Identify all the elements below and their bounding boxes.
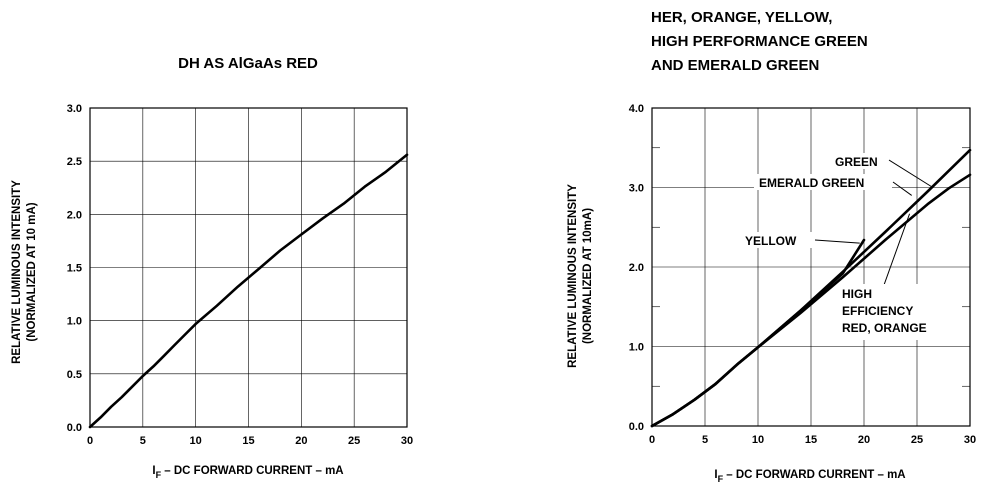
chart-left-grid: [89, 107, 408, 428]
annotation-leader: [888, 159, 934, 188]
x-tick-label: 15: [242, 435, 254, 447]
annotation-bg-emerald: [754, 174, 892, 190]
annotation-bg-yellow: [740, 232, 814, 248]
annotation-bg-her: [838, 284, 954, 340]
chart-right-tick-labels: 0 5 10 15 20 25 30 0.0 1.0 2.0 3.0 4.0: [629, 103, 976, 446]
chart-left-xlabel: IF – DC FORWARD CURRENT – mA: [152, 465, 343, 480]
chart-left-ylabel-line2: (NORMALIZED AT 10 mA): [26, 202, 38, 341]
chart-right-title-line3: AND EMERALD GREEN: [651, 57, 819, 74]
x-tick-label: 10: [190, 435, 202, 447]
x-tick-label: 0: [87, 435, 93, 447]
chart-right: HER, ORANGE, YELLOW, HIGH PERFORMANCE GR…: [567, 9, 976, 484]
chart-right-xlabel: IF – DC FORWARD CURRENT – mA: [714, 469, 905, 484]
chart-left: DH AS AlGaAs RED 0 5 10 15 20 25 30 0.0 0.5 1.0 1.…: [11, 55, 413, 480]
y-tick-label: 1.0: [67, 316, 82, 328]
series-line: [650, 238, 866, 428]
chart-right-ylabel-line2: (NORMALIZED AT 10mA): [582, 208, 594, 344]
y-tick-label: 1.0: [629, 342, 644, 354]
y-tick-label: 2.0: [629, 262, 644, 274]
annotation-her-line1: HIGH: [842, 287, 872, 301]
x-tick-label: 25: [348, 435, 360, 447]
annotation-leader: [883, 213, 911, 286]
chart-right-xlabel-sub: F: [718, 474, 724, 484]
x-tick-label: 25: [911, 434, 923, 446]
plot-frame: [89, 107, 408, 428]
y-tick-label: 4.0: [629, 103, 644, 115]
chart-left-xlabel-rest: – DC FORWARD CURRENT – mA: [161, 465, 344, 477]
chart-left-tick-labels: 0 5 10 15 20 25 30 0.0 0.5 1.0 1.5 2.0 2.5 3.0: [67, 103, 413, 447]
chart-right-xlabel-i: I: [714, 469, 717, 481]
chart-left-xlabel-sub: F: [156, 470, 162, 480]
y-tick-label: 3.0: [67, 103, 82, 115]
series-line: [88, 153, 409, 429]
annotation-yellow: YELLOW: [745, 234, 797, 248]
annotation-emerald-green: EMERALD GREEN: [759, 176, 864, 190]
annotation-leader: [814, 239, 860, 244]
y-tick-label: 0.5: [67, 369, 82, 381]
x-tick-label: 20: [295, 435, 307, 447]
chart-right-ylabel-line1: RELATIVE LUMINOUS INTENSITY: [567, 184, 579, 368]
x-tick-label: 5: [702, 434, 708, 446]
chart-right-title-line1: HER, ORANGE, YELLOW,: [651, 9, 832, 26]
y-tick-label: 2.0: [67, 209, 82, 221]
x-tick-label: 20: [858, 434, 870, 446]
x-tick-label: 30: [964, 434, 976, 446]
x-tick-label: 10: [752, 434, 764, 446]
chart-left-title: DH AS AlGaAs RED: [178, 55, 318, 72]
x-tick-label: 5: [140, 435, 146, 447]
chart-right-annotation-leaders: [814, 159, 934, 286]
y-tick-label: 3.0: [629, 183, 644, 195]
x-tick-label: 0: [649, 434, 655, 446]
chart-left-xlabel-i: I: [152, 465, 155, 477]
chart-right-xlabel-rest: – DC FORWARD CURRENT – mA: [723, 469, 906, 481]
y-tick-label: 2.5: [67, 156, 82, 168]
annotation-bg-green: [830, 153, 886, 169]
y-tick-label: 1.5: [67, 263, 82, 275]
annotation-green: GREEN: [835, 155, 878, 169]
chart-right-series: [650, 148, 972, 428]
chart-left-series: [88, 153, 409, 429]
chart-left-ylabel-line1: RELATIVE LUMINOUS INTENSITY: [11, 180, 23, 364]
y-tick-label: 0.0: [629, 421, 644, 433]
x-tick-label: 30: [401, 435, 413, 447]
y-tick-label: 0.0: [67, 422, 82, 434]
annotation-her-line2: EFFICIENCY: [842, 304, 913, 318]
chart-right-grid: [651, 107, 971, 427]
annotation-her-line3: RED, ORANGE: [842, 321, 927, 335]
plot-frame: [651, 107, 971, 427]
annotation-leader: [892, 181, 912, 196]
chart-right-title-line2: HIGH PERFORMANCE GREEN: [651, 33, 868, 50]
x-tick-label: 15: [805, 434, 817, 446]
